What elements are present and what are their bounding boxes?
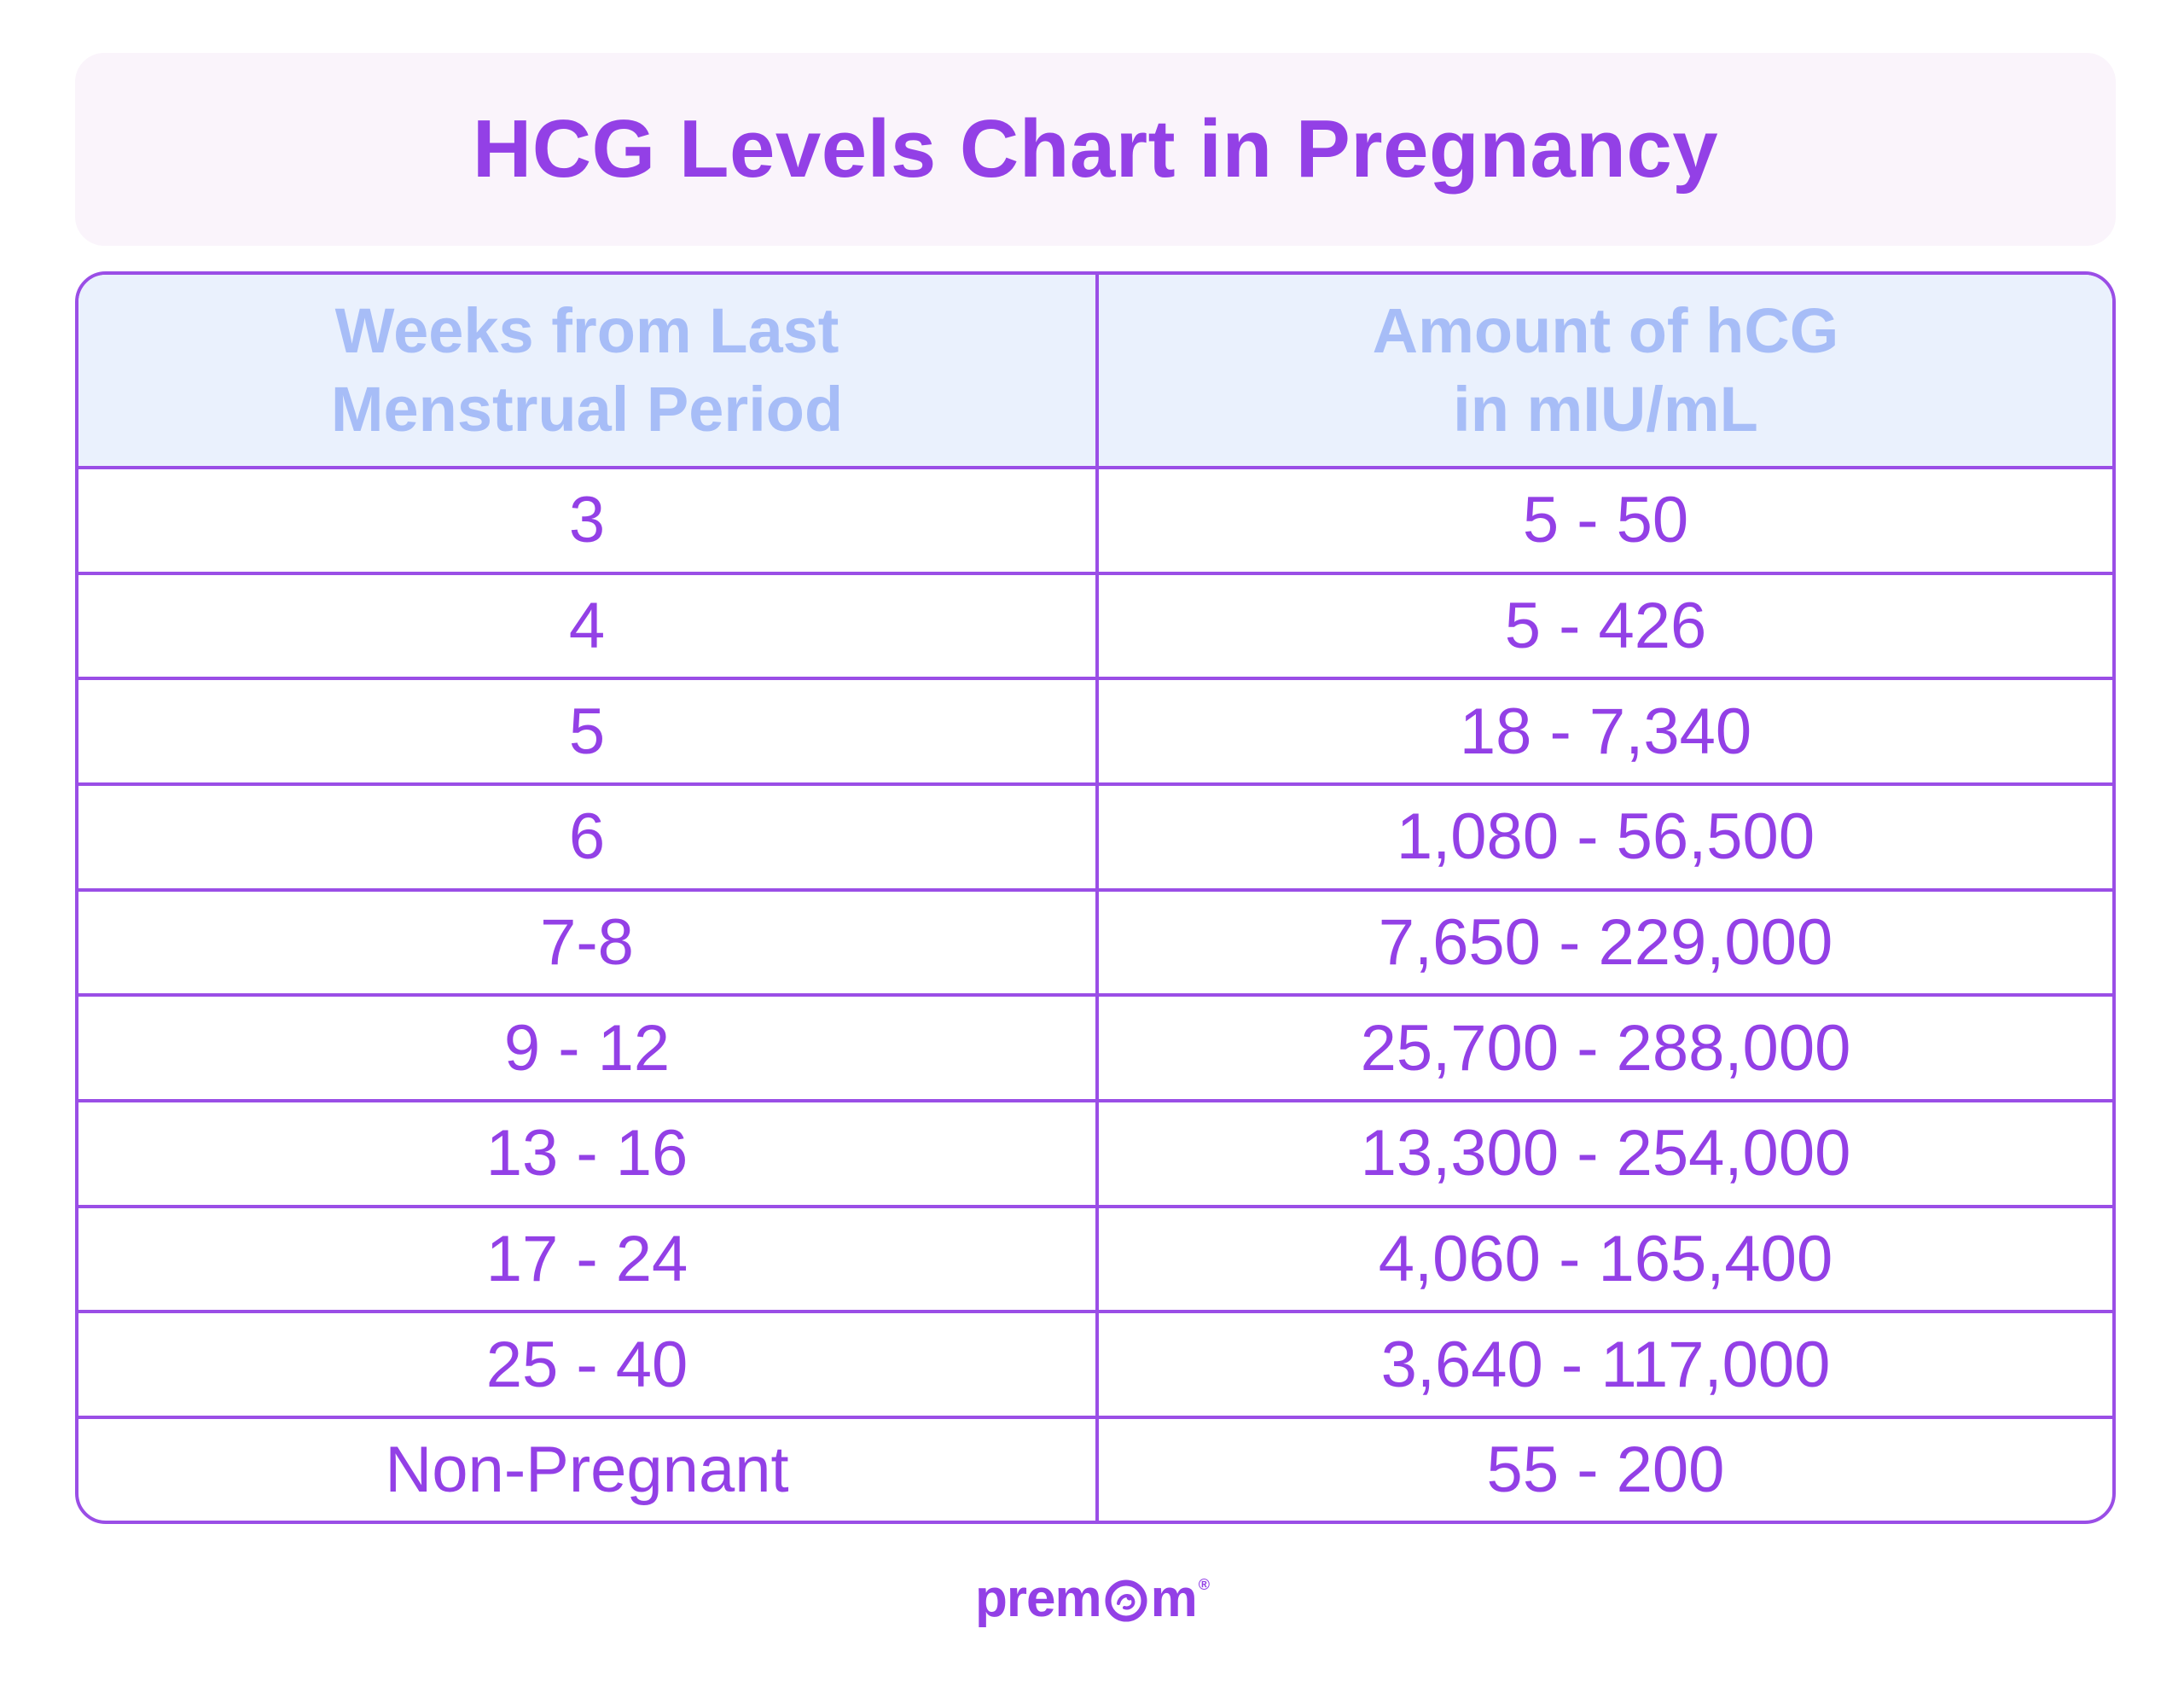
hcg-range-cell: 18 - 7,340 [1095, 677, 2112, 784]
weeks-cell: 3 [568, 484, 606, 557]
table-row: 17 - 24 4,060 - 165,400 [78, 1204, 2112, 1312]
hcg-levels-table: Weeks from Last Menstrual Period Amount … [78, 275, 2112, 1521]
logo-text-prem: prem [974, 1569, 1102, 1628]
weeks-cell: 5 [78, 677, 1097, 784]
header-weeks: Weeks from Last Menstrual Period [78, 275, 1097, 469]
table-row: 3 5 - 50 [78, 468, 2112, 573]
weeks-cell: 7-8 [78, 887, 1097, 996]
weeks-cell: 25 - 40 [78, 1310, 1097, 1417]
weeks-cell: 13 - 16 [78, 1098, 1097, 1207]
hcg-range-cell: 3,640 - 117,000 [1095, 1310, 2112, 1417]
header-weeks-line2: Menstrual Period [330, 374, 844, 445]
hcg-range-cell: 1,080 - 56,500 [1095, 782, 2112, 890]
hcg-range-cell: 55 - 200 [1095, 1415, 2112, 1521]
weeks-cell: Non-Pregnant [78, 1415, 1097, 1521]
table-row: 9 - 12 25,700 - 288,000 [78, 993, 2112, 1101]
logo-text-m: m [1150, 1569, 1198, 1628]
header-hcg-line2: in mIU/mL [1453, 374, 1758, 445]
hcg-range-cell: 4,060 - 165,400 [1095, 1204, 2112, 1312]
hcg-range-cell: 13,300 - 254,000 [1095, 1098, 2112, 1207]
header-hcg-amount: Amount of hCG in mIU/mL [1095, 275, 2112, 469]
title-banner: HCG Levels Chart in Pregnancy [75, 53, 2116, 246]
hcg-range-cell: 5 - 426 [1095, 571, 2112, 679]
hcg-range-cell: 7,650 - 229,000 [1095, 887, 2112, 996]
weeks-cell: 6 [78, 782, 1097, 890]
table-row: 7-8 7,650 - 229,000 [78, 887, 2112, 996]
weeks-cell: 9 - 12 [78, 993, 1097, 1101]
table-row: Non-Pregnant 55 - 200 [78, 1415, 2112, 1521]
hcg-range-cell: 25,700 - 288,000 [1095, 993, 2112, 1101]
hcg-range-cell: 5 - 50 [1095, 468, 2112, 573]
table-row: 5 18 - 7,340 [78, 677, 2112, 784]
table-row: 6 1,080 - 56,500 [78, 782, 2112, 890]
table-header-row: Weeks from Last Menstrual Period Amount … [78, 275, 2112, 469]
page-title: HCG Levels Chart in Pregnancy [472, 103, 1719, 195]
weeks-cell: 4 [78, 571, 1097, 679]
table-row: 25 - 40 3,640 - 117,000 [78, 1310, 2112, 1417]
hcg-table-container: Weeks from Last Menstrual Period Amount … [75, 271, 2116, 1524]
weeks-cell: 17 - 24 [78, 1204, 1097, 1312]
table-row: 13 - 16 13,300 - 254,000 [78, 1098, 2112, 1207]
header-weeks-line1: Weeks from Last [334, 295, 839, 366]
registered-mark: ® [1198, 1576, 1210, 1593]
fetus-in-o-icon [1101, 1574, 1151, 1624]
table-row: 4 5 - 426 [78, 571, 2112, 679]
premom-logo: prem m ® [0, 1568, 2184, 1629]
header-hcg-line1: Amount of hCG [1372, 295, 1839, 366]
